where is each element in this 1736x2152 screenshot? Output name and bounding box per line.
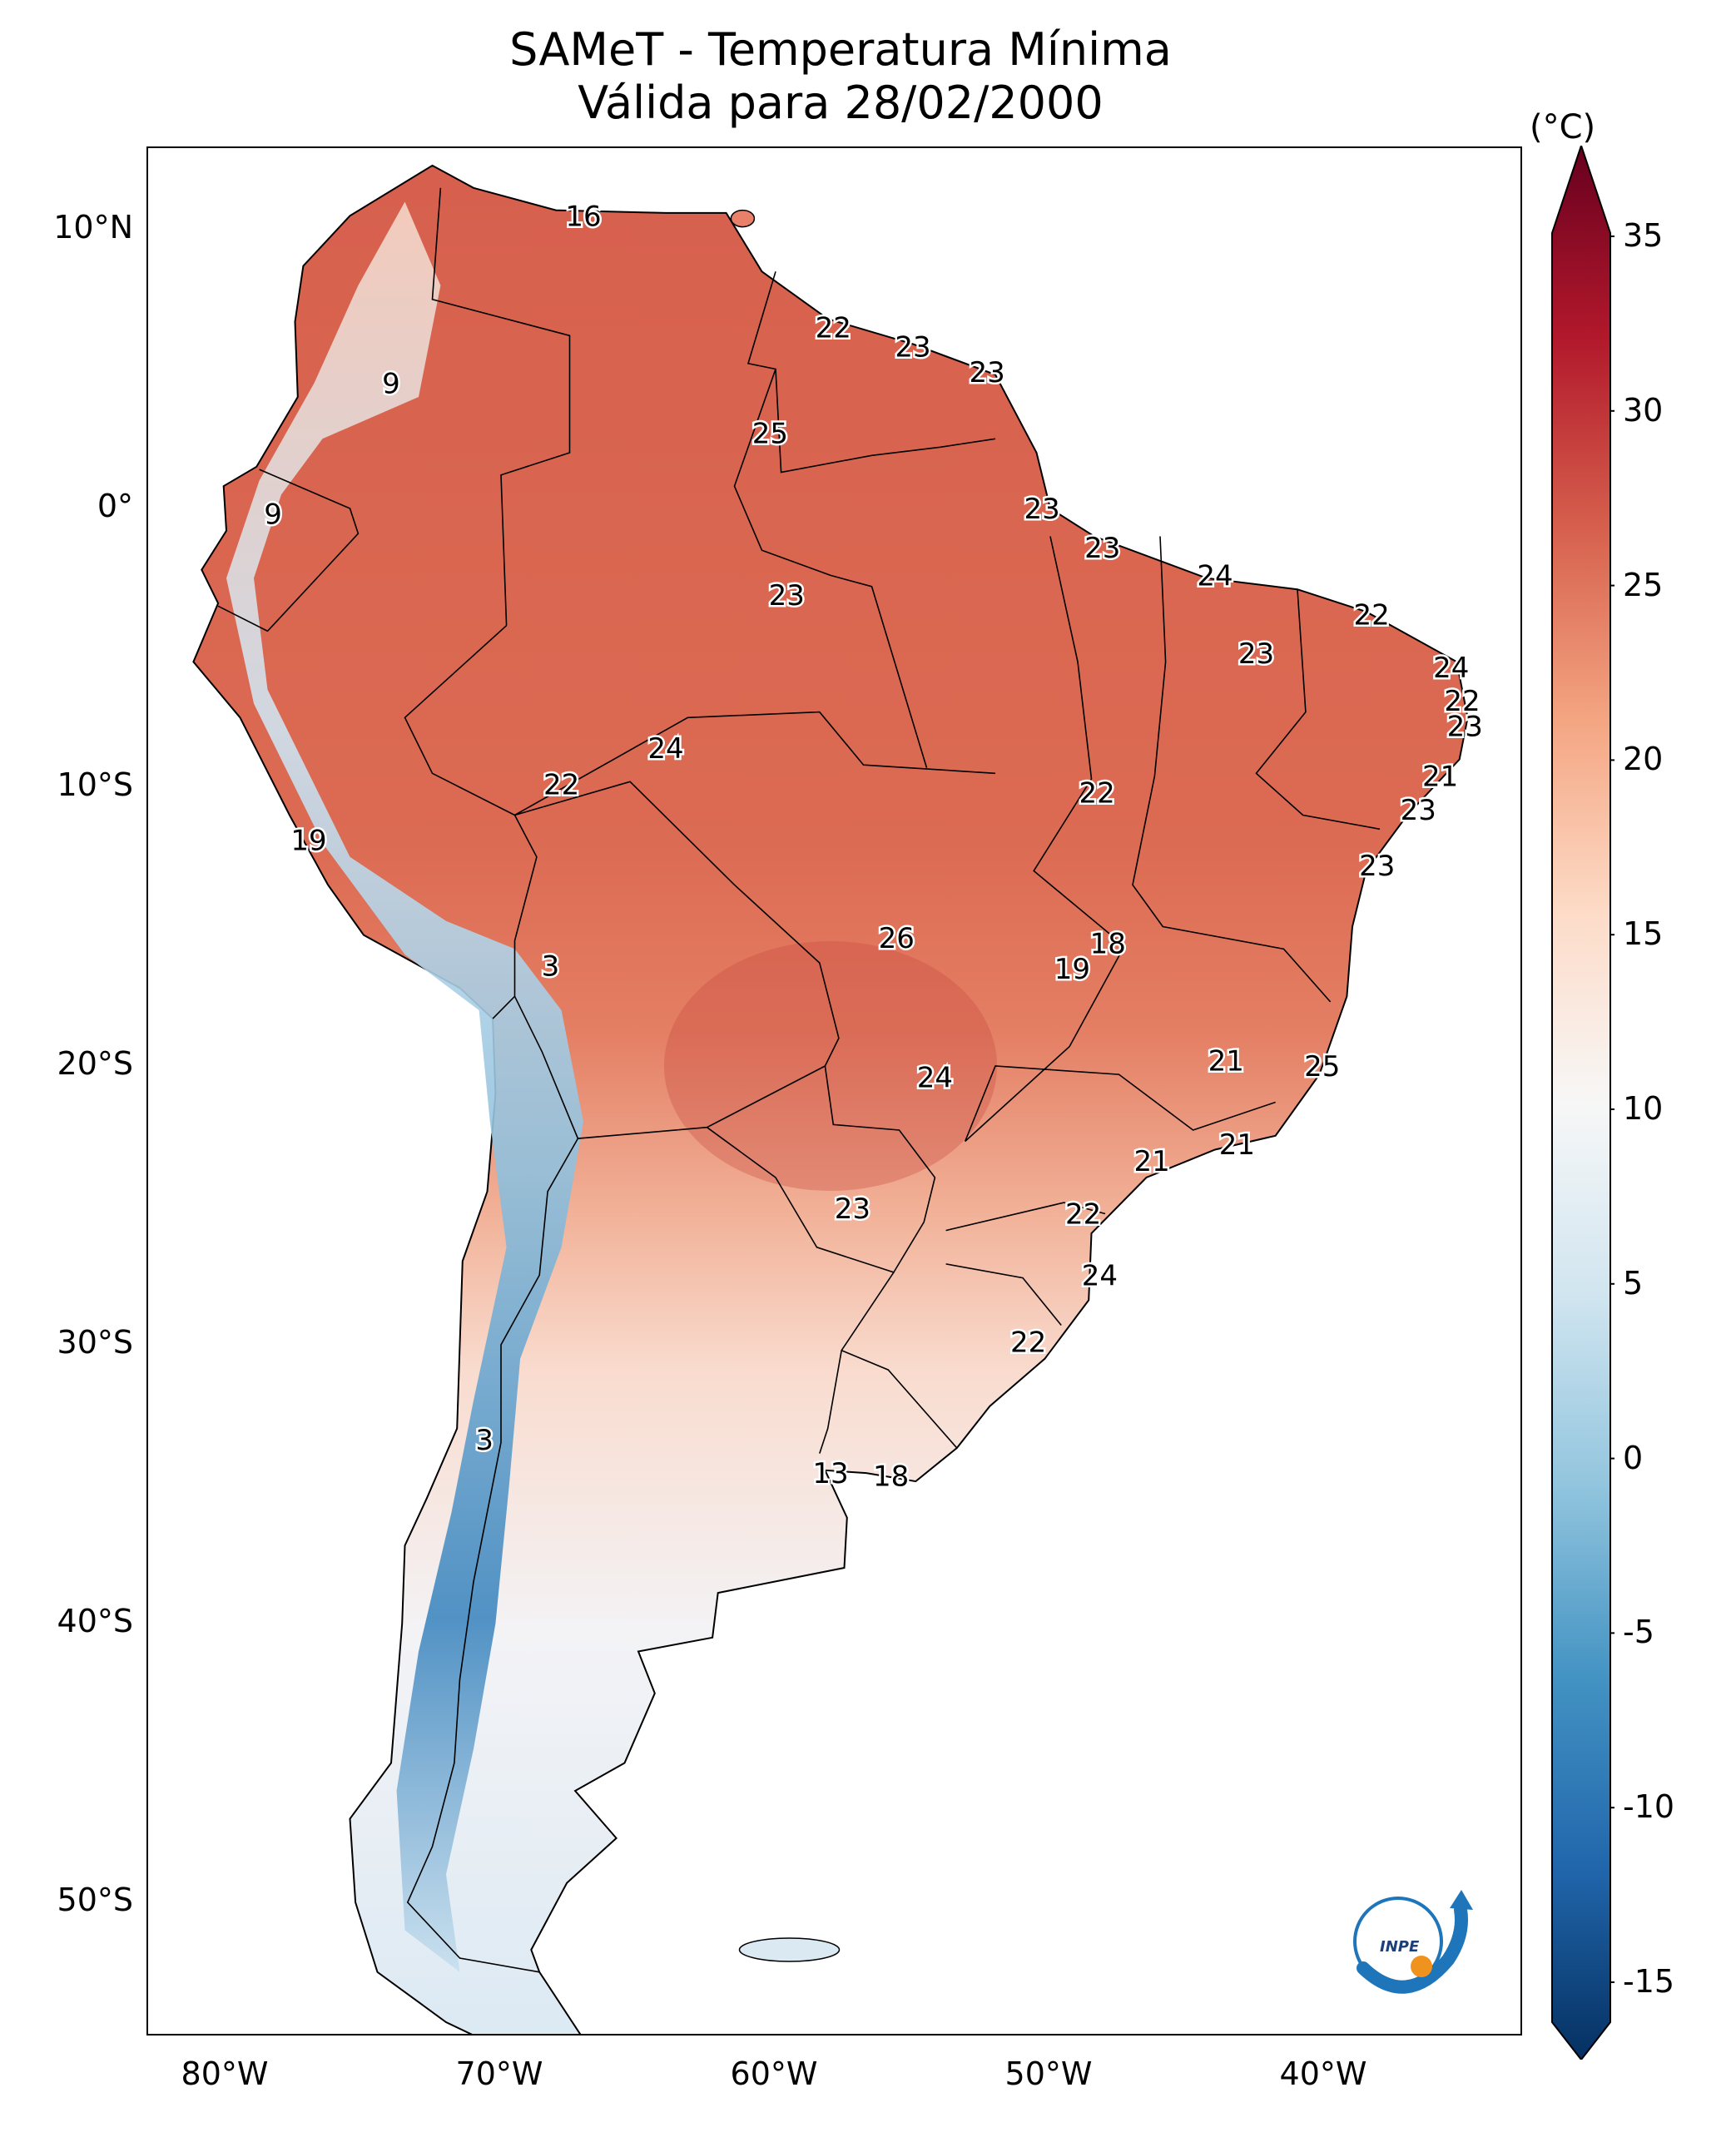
temp-label-33: 23	[835, 1193, 870, 1226]
temp-label-39: 18	[873, 1460, 909, 1494]
border-line-11	[733, 369, 928, 768]
border-line-17	[945, 1263, 1062, 1326]
colorbar-tick-label: 10	[1623, 1090, 1664, 1127]
temp-label-25: 26	[879, 922, 915, 955]
south-america-continent	[192, 164, 1469, 2034]
temp-label-26: 18	[1090, 928, 1126, 961]
temp-label-7: 25	[752, 418, 788, 451]
temp-label-1: 16	[565, 200, 601, 233]
lon-tick-label: 80°W	[181, 2055, 269, 2092]
border-line-7	[707, 1065, 936, 1273]
colorbar-bar	[1551, 146, 1611, 2060]
border-line-8	[819, 1272, 895, 1454]
temp-label-2: 9	[382, 367, 400, 400]
temp-label-14: 22	[1444, 685, 1480, 718]
colorbar	[1551, 146, 1614, 2060]
temp-label-3: 9	[264, 498, 282, 532]
lat-tick-label: 40°S	[57, 1603, 133, 1639]
colorbar-gradient	[1551, 146, 1611, 2060]
colorbar-tick-label: 0	[1623, 1439, 1644, 1476]
map-title: SAMeT - Temperatura Mínima Válida para 2…	[150, 23, 1531, 130]
border-line-6	[406, 1138, 579, 1973]
temp-label-27: 19	[1054, 953, 1090, 986]
inpe-logo: INPE	[1353, 1890, 1473, 1994]
lat-tick-label: 20°S	[57, 1045, 133, 1082]
colorbar-tick-label: -10	[1623, 1788, 1675, 1826]
temp-label-8: 23	[1024, 493, 1059, 526]
temp-label-12: 23	[1238, 637, 1274, 671]
temp-label-29: 21	[1208, 1044, 1244, 1078]
temp-label-10: 24	[1197, 559, 1233, 593]
temp-label-36: 22	[1010, 1326, 1046, 1360]
colorbar-tick-label: 30	[1623, 391, 1664, 429]
temp-label-28: 24	[917, 1061, 953, 1094]
temp-label-11: 22	[1353, 598, 1389, 632]
lon-tick-label: 60°W	[730, 2055, 818, 2092]
colorbar-tick-label: 15	[1623, 915, 1664, 953]
colorbar-tick-label: 25	[1623, 566, 1664, 603]
temp-label-21: 23	[1401, 794, 1436, 827]
border-line-15	[964, 1065, 1276, 1142]
temp-label-20: 21	[1422, 761, 1458, 794]
border-line-10	[514, 711, 996, 816]
title-line-1: SAMeT - Temperatura Mínima	[509, 23, 1172, 76]
temp-label-23: 19	[290, 825, 326, 858]
warm-core-region	[664, 941, 997, 1191]
map-panel: 16 9 9 22 23 23 25 23 23 24 22 23 24 22 23 23 24 22 22 21 23…	[146, 146, 1522, 2035]
temp-label-18: 22	[543, 769, 579, 802]
lon-tick-label: 50°W	[1004, 2055, 1093, 2092]
lat-tick-label: 50°S	[57, 1882, 133, 1918]
colorbar-tick-label: -5	[1623, 1614, 1654, 1651]
colorbar-tick-label: -15	[1623, 1963, 1675, 2000]
lat-tick-label: 10°S	[57, 766, 133, 803]
country-borders	[217, 187, 1381, 1973]
border-line-13	[1132, 536, 1332, 1003]
title-line-2: Válida para 28/02/2000	[578, 77, 1104, 129]
temp-label-6: 23	[969, 356, 1004, 389]
lat-tick-label: 30°S	[57, 1324, 133, 1361]
border-line-16	[945, 1202, 1106, 1232]
temp-label-5: 23	[895, 331, 930, 364]
border-line-1	[431, 187, 571, 626]
temp-label-37: 3	[475, 1424, 494, 1457]
temp-label-22: 23	[1359, 850, 1395, 883]
lon-tick-label: 70°W	[455, 2055, 543, 2092]
lat-tick-label: 0°	[97, 488, 133, 524]
temp-label-30: 25	[1304, 1050, 1340, 1083]
lon-tick-label: 40°W	[1279, 2055, 1367, 2092]
colorbar-tick-label: 5	[1623, 1264, 1644, 1302]
temp-label-31: 21	[1133, 1145, 1169, 1178]
border-line-12	[965, 536, 1126, 1143]
temp-label-17: 24	[647, 732, 683, 766]
temp-label-4: 22	[816, 311, 851, 345]
colorbar-tick-label: 20	[1623, 741, 1664, 778]
colorbar-tick-marks	[1610, 236, 1614, 1983]
temp-label-35: 24	[1082, 1259, 1118, 1292]
temp-label-9: 23	[1084, 532, 1120, 565]
border-line-14	[1255, 589, 1381, 831]
temp-label-15: 23	[1447, 710, 1483, 743]
temp-label-16: 23	[769, 579, 805, 612]
temp-label-34: 22	[1065, 1198, 1101, 1232]
lat-tick-label: 10°N	[53, 209, 133, 245]
temp-label-32: 21	[1219, 1128, 1255, 1162]
falklands-islands	[738, 1937, 841, 1962]
temp-label-38: 13	[812, 1457, 848, 1490]
colorbar-tick-label: 35	[1623, 217, 1664, 254]
temp-label-24: 3	[542, 950, 560, 983]
temp-label-13: 24	[1433, 652, 1469, 685]
andes-cold-band	[226, 201, 583, 1972]
temp-label-19: 22	[1079, 777, 1114, 811]
trinidad-island	[730, 209, 756, 228]
border-line-9	[841, 1349, 958, 1449]
border-line-2	[746, 271, 996, 474]
logo-text: INPE	[1380, 1938, 1420, 1956]
border-line-5	[513, 781, 840, 1139]
colorbar-unit: (°C)	[1530, 108, 1596, 146]
border-line-4	[404, 625, 538, 1019]
border-line-3	[217, 469, 360, 632]
